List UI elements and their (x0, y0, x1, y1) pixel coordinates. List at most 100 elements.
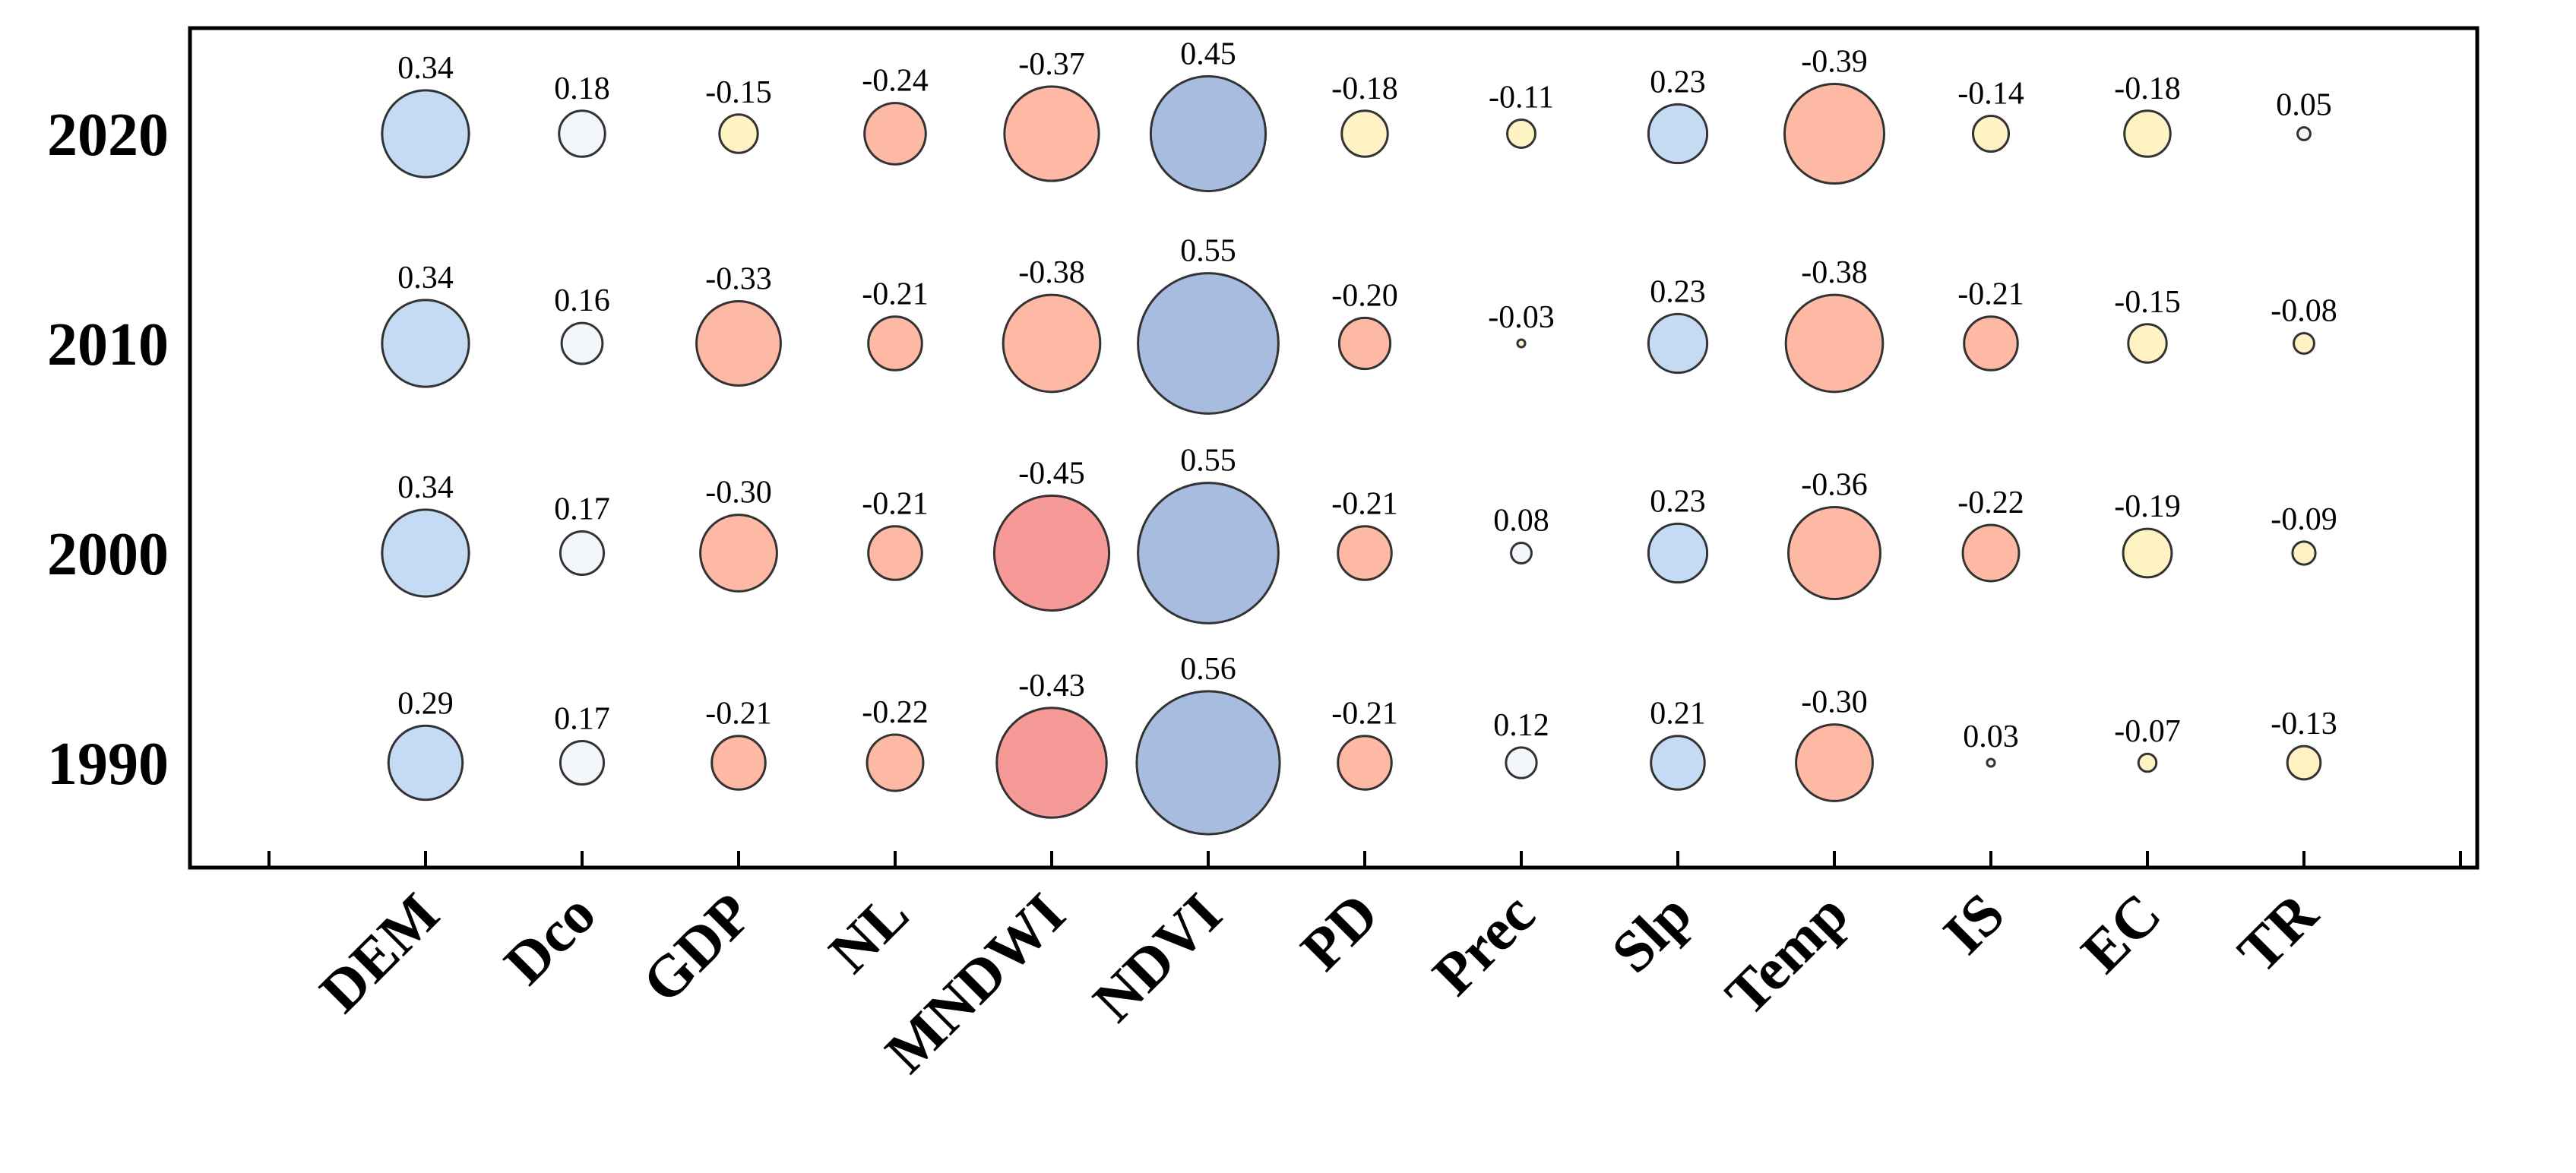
y-axis-labels: 2020 2010 2000 1990 (47, 102, 169, 798)
bubble-2000-temp (1787, 506, 1881, 600)
bubble-2000-nl (867, 525, 923, 581)
data-label-2010-ndvi: 0.55 (1180, 234, 1236, 269)
data-label-2010-temp: -0.38 (1801, 255, 1868, 290)
bubble-2010-mndwi (1002, 293, 1102, 394)
data-label-1990-prec: 0.12 (1493, 708, 1549, 743)
x-tick-label-prec: Prec (1419, 881, 1547, 1008)
data-label-2000-is: -0.22 (1957, 485, 2024, 520)
data-label-2000-slp: 0.23 (1650, 484, 1706, 519)
data-label-2020-dco: 0.18 (554, 71, 610, 106)
bubble-2010-pd (1337, 316, 1392, 371)
x-tick-label-gdp: GDP (629, 881, 764, 1016)
data-label-1990-gdp: -0.21 (705, 697, 772, 732)
bubble-2010-is (1963, 315, 2019, 372)
bubble-2020-pd (1340, 109, 1389, 158)
bubble-2000-slp (1647, 522, 1709, 584)
data-label-1990-slp: 0.21 (1650, 697, 1706, 732)
data-label-2010-is: -0.21 (1957, 277, 2024, 312)
data-label-2020-ec: -0.18 (2114, 71, 2181, 106)
bubble-1990-mndwi (995, 707, 1108, 819)
y-tick-label-1990: 1990 (47, 731, 169, 798)
bubble-1990-nl (866, 733, 925, 792)
data-label-2000-prec: 0.08 (1493, 504, 1549, 539)
x-tick-label-temp: Temp (1713, 881, 1860, 1028)
bubble-2020-temp (1783, 82, 1886, 185)
data-label-2010-tr: -0.08 (2271, 294, 2337, 329)
x-tick-label-pd: PD (1288, 881, 1391, 983)
bubble-2010-slp (1647, 312, 1709, 375)
data-label-2020-temp: -0.39 (1801, 44, 1868, 79)
data-label-2020-slp: 0.23 (1650, 65, 1706, 100)
bubble-1990-pd (1337, 735, 1393, 791)
x-tick-label-tr: TR (2225, 879, 2331, 985)
bubble-2010-temp (1784, 293, 1885, 394)
data-label-2010-slp: 0.23 (1650, 274, 1706, 309)
bubble-2000-ec (2122, 527, 2173, 579)
data-label-2010-gdp: -0.33 (705, 262, 772, 297)
bubble-2000-tr (2291, 540, 2317, 566)
data-label-2000-nl: -0.21 (862, 487, 929, 522)
bubble-2000-prec (1510, 542, 1533, 564)
data-label-1990-dem: 0.29 (397, 686, 454, 721)
bubble-2010-dco (560, 321, 604, 365)
data-label-2000-dem: 0.34 (397, 470, 454, 505)
x-tick-label-ec: EC (2068, 881, 2173, 985)
bubble-2020-nl (863, 102, 927, 166)
bubble-2020-slp (1647, 103, 1709, 165)
bubble-2010-ec (2127, 323, 2168, 364)
bubble-2010-prec (1516, 338, 1527, 349)
bubble-1990-prec (1505, 746, 1538, 779)
bubble-2000-ndvi (1137, 482, 1280, 624)
data-label-2020-nl: -0.24 (862, 64, 929, 99)
y-tick-label-2020: 2020 (47, 102, 169, 169)
bubble-2020-ndvi (1149, 74, 1267, 193)
bubble-2000-dem (381, 508, 470, 598)
bubble-2020-mndwi (1003, 85, 1100, 182)
data-label-1990-is: 0.03 (1963, 719, 2019, 754)
bubble-2000-mndwi (992, 494, 1111, 612)
data-label-1990-dco: 0.17 (554, 701, 610, 736)
bubble-2010-nl (867, 315, 923, 372)
data-label-1990-temp: -0.30 (1801, 685, 1868, 720)
bubble-2020-tr (2296, 126, 2312, 141)
data-label-2000-tr: -0.09 (2271, 502, 2337, 537)
bubble-2010-tr (2293, 332, 2315, 355)
x-tick-label-nl: NL (816, 881, 921, 985)
data-label-2000-mndwi: -0.45 (1018, 456, 1085, 491)
x-tick-label-slp: Slp (1599, 881, 1704, 985)
bubble-2020-prec (1506, 119, 1536, 149)
bubble-2020-gdp (718, 113, 759, 154)
data-label-1990-pd: -0.21 (1331, 697, 1398, 732)
data-label-1990-tr: -0.13 (2271, 707, 2337, 741)
data-label-2000-dco: 0.17 (554, 492, 610, 526)
data-labels: 0.34 0.18 -0.15 -0.24 -0.37 0.45 -0.18 -0.11 0.2… (397, 36, 2337, 754)
data-label-2010-nl: -0.21 (862, 277, 929, 312)
bubble-2020-is (1971, 114, 2011, 153)
data-label-2010-ec: -0.15 (2114, 285, 2181, 320)
data-label-2010-prec: -0.03 (1488, 300, 1555, 335)
data-label-2020-ndvi: 0.45 (1180, 36, 1236, 71)
bubble-2000-gdp (699, 514, 778, 593)
data-label-2020-dem: 0.34 (397, 51, 454, 86)
bubble-2000-pd (1337, 525, 1393, 581)
bubble-1990-gdp (710, 735, 767, 791)
data-label-2000-ndvi: 0.55 (1180, 444, 1236, 479)
bubble-2020-dco (558, 109, 606, 158)
data-label-1990-mndwi: -0.43 (1018, 669, 1085, 703)
x-tick-label-ndvi: NDVI (1081, 881, 1234, 1034)
bubble-2000-is (1961, 523, 2021, 583)
bubble-1990-ndvi (1135, 690, 1281, 836)
data-label-2020-mndwi: -0.37 (1018, 47, 1085, 82)
data-label-1990-ec: -0.07 (2114, 714, 2181, 749)
bubble-1990-slp (1650, 735, 1706, 791)
bubbles (381, 74, 2322, 836)
data-label-2000-temp: -0.36 (1801, 468, 1868, 503)
x-tick-label-dem: DEM (307, 881, 451, 1025)
data-label-2020-tr: 0.05 (2276, 88, 2332, 123)
data-label-2020-prec: -0.11 (1489, 81, 1554, 115)
data-label-2020-is: -0.14 (1957, 76, 2024, 111)
y-tick-label-2000: 2000 (47, 521, 169, 588)
data-label-2010-dco: 0.16 (554, 283, 610, 318)
data-label-1990-ndvi: 0.56 (1180, 652, 1236, 687)
